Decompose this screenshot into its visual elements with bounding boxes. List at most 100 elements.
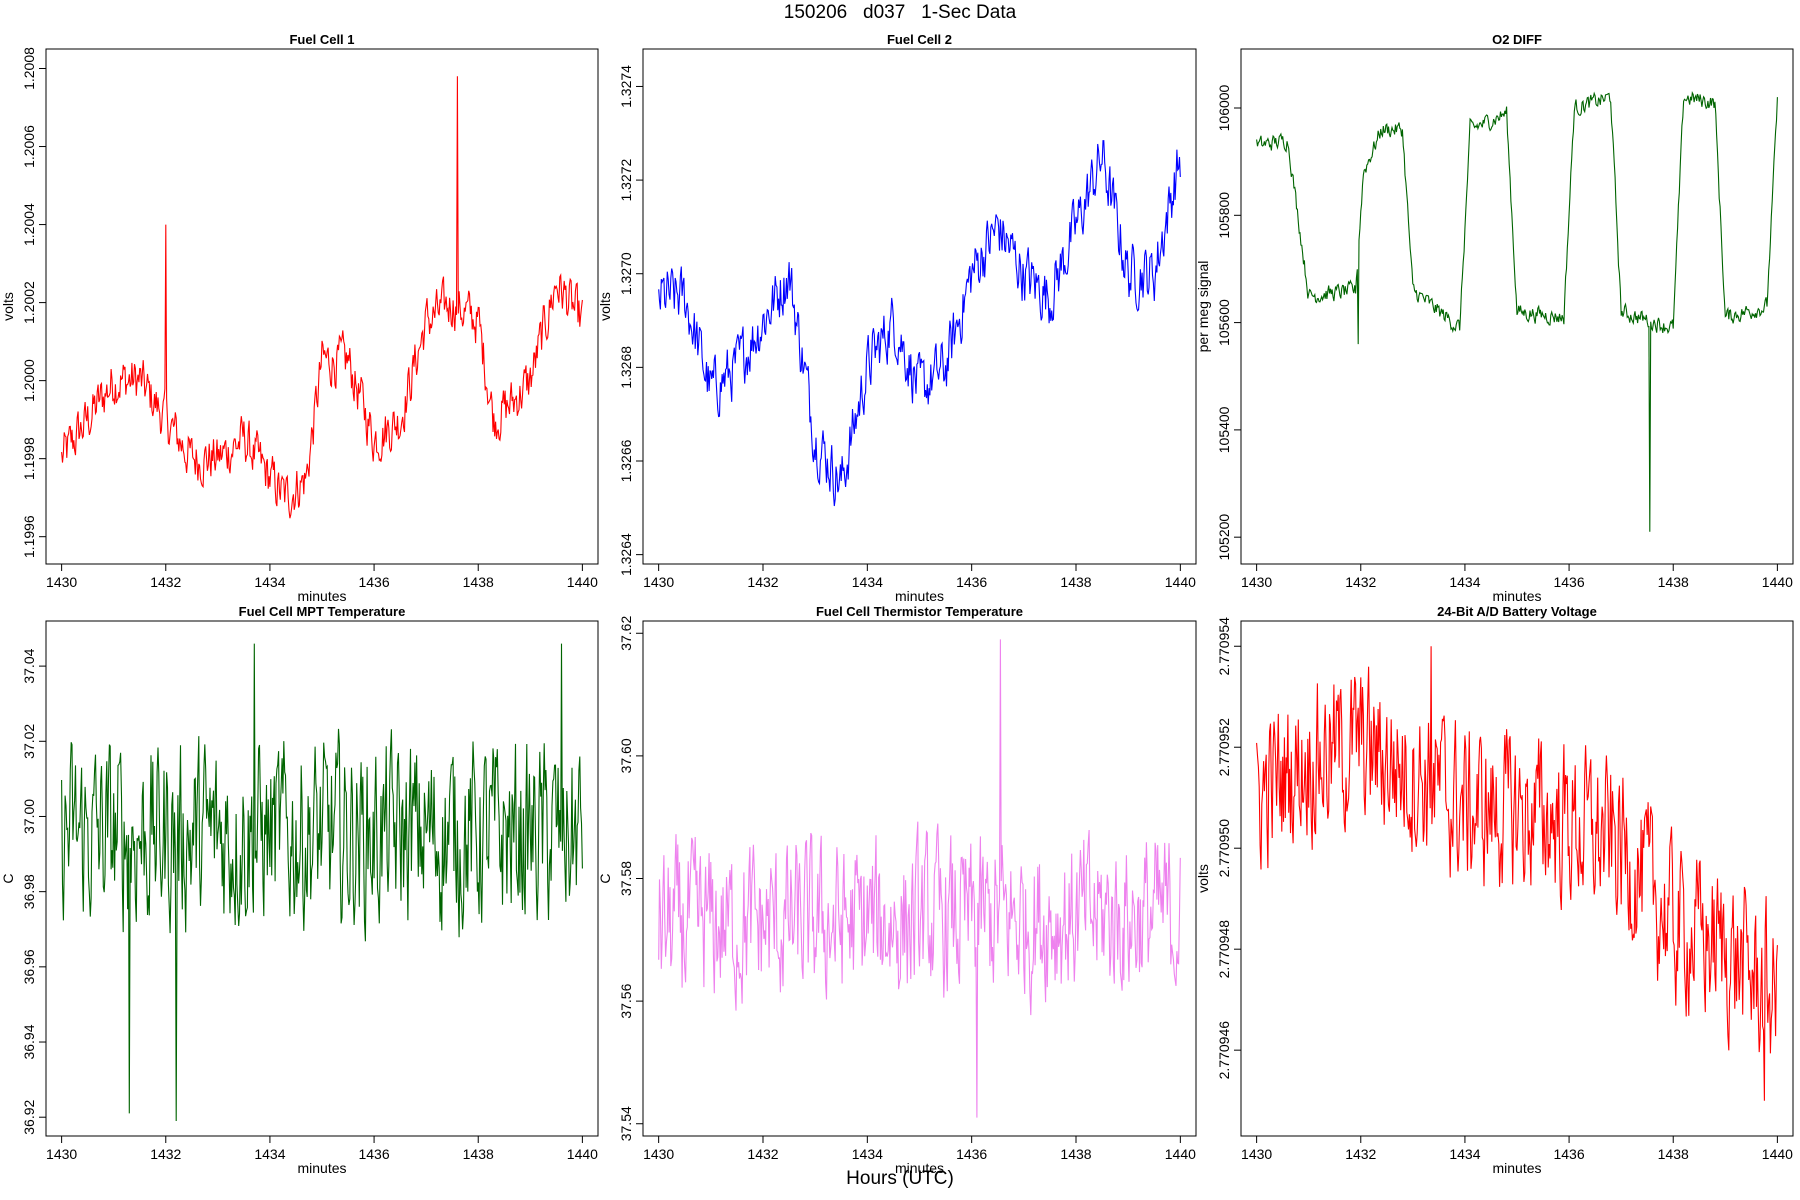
x-tick-label: 1440 <box>1165 574 1196 590</box>
chart-title: Fuel Cell Thermistor Temperature <box>816 604 1023 619</box>
chart-title: Fuel Cell 1 <box>289 32 354 47</box>
x-tick-label: 1438 <box>1060 574 1091 590</box>
y-axis-label: volts <box>1195 864 1211 893</box>
y-tick-label: 1.3272 <box>618 158 634 201</box>
y-tick-label: 37.02 <box>21 724 37 759</box>
x-tick-label: 1440 <box>1762 574 1793 590</box>
x-tick-label: 1440 <box>567 1146 598 1162</box>
x-tick-label: 1438 <box>463 574 494 590</box>
x-axis-label: minutes <box>895 1160 944 1176</box>
y-tick-label: 1.1996 <box>21 515 37 558</box>
x-tick-label: 1434 <box>1449 574 1480 590</box>
x-tick-label: 1436 <box>956 574 987 590</box>
x-tick-label: 1430 <box>643 574 674 590</box>
x-axis-label: minutes <box>297 1160 346 1176</box>
x-tick-label: 1436 <box>358 1146 389 1162</box>
y-axis-label: per meg signal <box>1195 261 1211 353</box>
series-line <box>658 639 1181 1118</box>
y-tick-label: 36.98 <box>21 874 37 909</box>
x-tick-label: 1430 <box>643 1146 674 1162</box>
x-tick-label: 1432 <box>150 574 181 590</box>
x-tick-label: 1440 <box>567 574 598 590</box>
y-tick-label: 37.04 <box>21 648 37 683</box>
series-line <box>1256 91 1778 532</box>
y-tick-label: 36.96 <box>21 949 37 984</box>
x-tick-label: 1438 <box>1658 574 1689 590</box>
x-tick-label: 1436 <box>358 574 389 590</box>
chart-title: O2 DIFF <box>1492 32 1542 47</box>
x-tick-label: 1436 <box>956 1146 987 1162</box>
x-tick-label: 1434 <box>852 574 883 590</box>
x-tick-label: 1436 <box>1553 574 1584 590</box>
y-tick-label: 2.770952 <box>1216 718 1232 777</box>
y-tick-label: 1.2008 <box>21 47 37 90</box>
plot-frame <box>45 48 599 565</box>
plot-frame <box>1240 620 1794 1137</box>
y-tick-label: 105200 <box>1216 514 1232 561</box>
chart-panel: Fuel Cell MPT Temperature 1430 1432 1434 143… <box>0 604 599 1176</box>
x-tick-label: 1438 <box>1060 1146 1091 1162</box>
y-tick-label: 36.94 <box>21 1024 37 1059</box>
y-axis-label: volts <box>0 292 16 321</box>
x-tick-label: 1430 <box>1241 574 1272 590</box>
y-tick-label: 37.60 <box>618 738 634 773</box>
x-tick-label: 1438 <box>463 1146 494 1162</box>
y-axis-label: C <box>0 873 16 883</box>
y-tick-label: 1.2004 <box>21 203 37 246</box>
y-tick-label: 1.3266 <box>618 439 634 482</box>
chart-panel: Fuel Cell 1 1430 1432 1434 1436 1438 1440 minut… <box>0 32 599 604</box>
y-axis-label: volts <box>597 292 613 321</box>
x-tick-label: 1434 <box>254 1146 285 1162</box>
y-tick-label: 1.3274 <box>618 65 634 108</box>
x-tick-label: 1432 <box>150 1146 181 1162</box>
x-axis-label: minutes <box>895 588 944 604</box>
y-tick-label: 1.3264 <box>618 533 634 576</box>
y-tick-label: 1.3270 <box>618 252 634 295</box>
plot-frame <box>1240 48 1794 565</box>
chart-panel: Fuel Cell 2 1430 1432 1434 1436 1438 1440 minut… <box>597 32 1197 604</box>
x-tick-label: 1432 <box>747 574 778 590</box>
chart-panel: O2 DIFF 1430 1432 1434 1436 1438 1440 minutes 10… <box>1195 32 1794 604</box>
x-tick-label: 1430 <box>1241 1146 1272 1162</box>
y-tick-label: 37.56 <box>618 983 634 1018</box>
chart-panel: Fuel Cell Thermistor Temperature 1430 1432… <box>597 604 1197 1176</box>
series-line <box>61 76 583 519</box>
x-tick-label: 1438 <box>1658 1146 1689 1162</box>
x-tick-label: 1430 <box>46 574 77 590</box>
chart-title: Fuel Cell 2 <box>887 32 952 47</box>
series-line <box>1256 646 1778 1101</box>
y-tick-label: 106000 <box>1216 84 1232 131</box>
y-tick-label: 2.770950 <box>1216 819 1232 878</box>
y-tick-label: 37.58 <box>618 861 634 896</box>
chart-title: 24-Bit A/D Battery Voltage <box>1437 604 1597 619</box>
x-tick-label: 1440 <box>1165 1146 1196 1162</box>
y-tick-label: 1.1998 <box>21 437 37 480</box>
plot-frame <box>642 48 1197 565</box>
series-line <box>61 643 583 1122</box>
series-line <box>658 140 1181 507</box>
y-tick-label: 1.2002 <box>21 281 37 324</box>
x-tick-label: 1440 <box>1762 1146 1793 1162</box>
x-tick-label: 1434 <box>254 574 285 590</box>
x-axis-label: minutes <box>1492 1160 1541 1176</box>
y-tick-label: 2.770954 <box>1216 617 1232 676</box>
y-tick-label: 105800 <box>1216 192 1232 239</box>
chart-panel: 24-Bit A/D Battery Voltage 1430 1432 1434 14… <box>1195 604 1794 1176</box>
x-axis-label: minutes <box>1492 588 1541 604</box>
x-axis-label: minutes <box>297 588 346 604</box>
y-tick-label: 1.3268 <box>618 346 634 389</box>
page-title: 150206 d037 1-Sec Data <box>783 2 1017 23</box>
y-tick-label: 2.770946 <box>1216 1021 1232 1080</box>
y-tick-label: 37.62 <box>618 616 634 651</box>
figure-xlabel: Hours (UTC) <box>846 1168 954 1189</box>
plot-frame <box>45 620 599 1137</box>
x-tick-label: 1434 <box>852 1146 883 1162</box>
x-tick-label: 1436 <box>1553 1146 1584 1162</box>
y-tick-label: 36.92 <box>21 1099 37 1134</box>
x-tick-label: 1432 <box>1345 574 1376 590</box>
y-tick-label: 1.2006 <box>21 125 37 168</box>
x-tick-label: 1432 <box>1345 1146 1376 1162</box>
x-tick-label: 1434 <box>1449 1146 1480 1162</box>
y-tick-label: 105600 <box>1216 299 1232 346</box>
